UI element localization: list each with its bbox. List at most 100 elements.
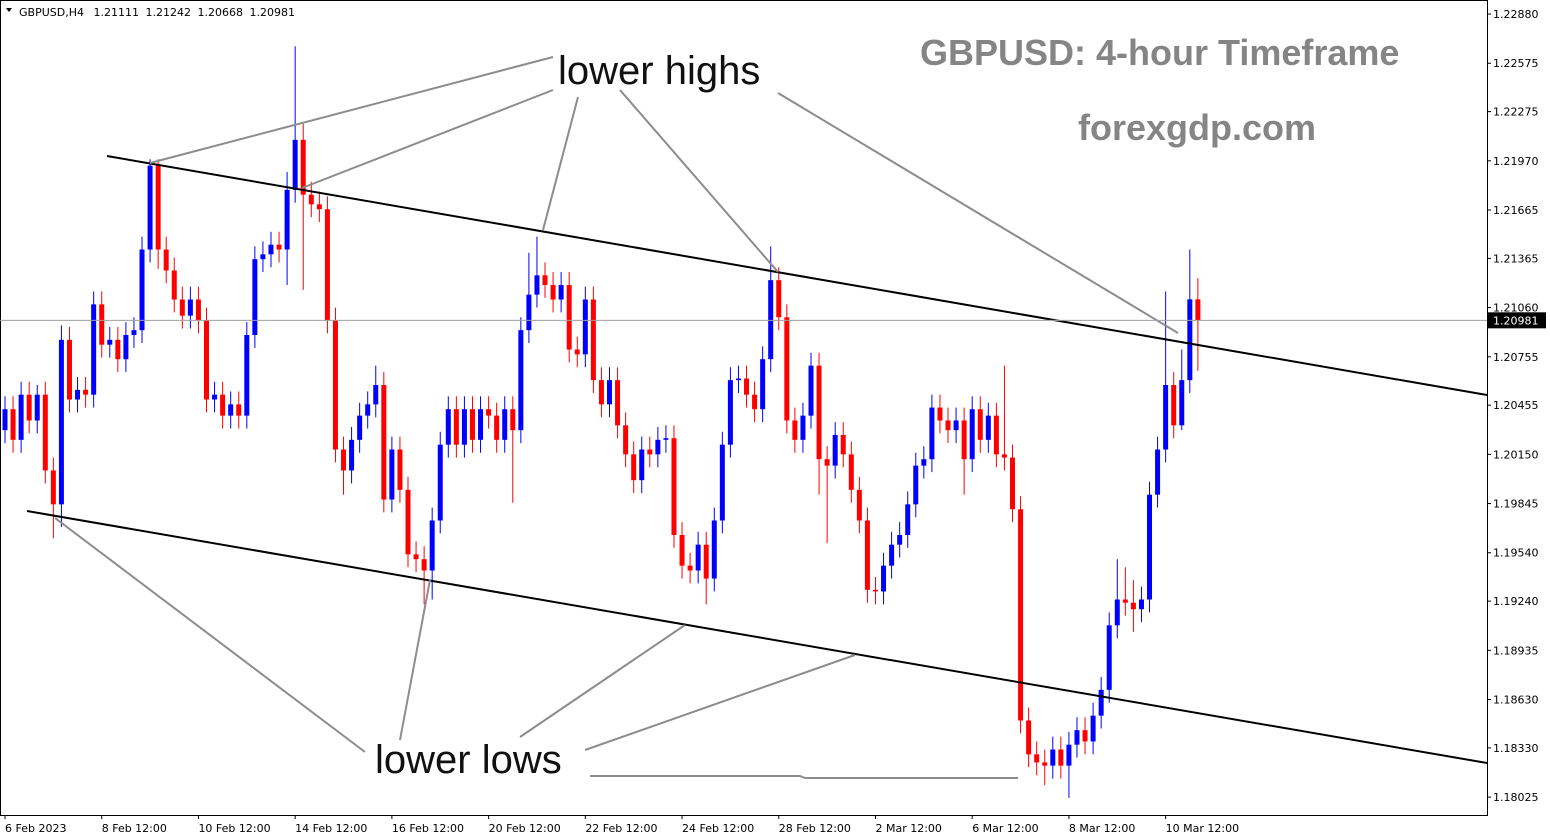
candle-body — [2, 409, 8, 431]
candle-body — [800, 415, 806, 440]
candle-body — [897, 535, 903, 545]
y-tick-label: 1.22275 — [1493, 106, 1539, 119]
candle-body — [50, 470, 56, 505]
candle-body — [212, 394, 218, 400]
candle-body — [107, 339, 113, 345]
candle-body — [695, 544, 701, 571]
ohlc-close: 1.20981 — [249, 6, 295, 19]
candle-body — [75, 389, 81, 400]
candle-body — [300, 139, 306, 195]
candle-body — [381, 385, 387, 500]
y-tick-label: 1.21365 — [1493, 252, 1539, 265]
candle-body — [655, 439, 661, 455]
candle-body — [760, 359, 766, 410]
candle-body — [816, 365, 822, 460]
candle-body — [405, 489, 411, 555]
pointer — [590, 775, 1018, 779]
symbol: GBPUSD,H4 — [19, 6, 84, 19]
y-tick-label: 1.22880 — [1493, 8, 1539, 21]
menu-arrow[interactable] — [6, 8, 12, 12]
candle-body — [1179, 380, 1185, 426]
upper-trendline — [106, 155, 1488, 396]
candle-body — [671, 438, 677, 535]
pointer — [519, 624, 686, 738]
candle-body — [856, 489, 862, 521]
candle-body — [1155, 449, 1161, 495]
candle-body — [1058, 749, 1064, 766]
x-tick-label: 20 Feb 12:00 — [489, 822, 561, 835]
candle-body — [1090, 715, 1096, 742]
candle-body — [292, 139, 298, 190]
candle-body — [647, 449, 653, 455]
candle-body — [953, 420, 959, 431]
candle-body — [1171, 385, 1177, 426]
candle-body — [131, 330, 137, 335]
candle-body — [260, 254, 266, 260]
candle-body — [526, 294, 532, 331]
candle-body — [66, 339, 72, 400]
candle-body — [881, 565, 887, 592]
candle-body — [663, 438, 669, 440]
candle-body — [1082, 730, 1088, 742]
annotation-pointers — [54, 56, 1179, 779]
candle-body — [1001, 454, 1007, 458]
pointer — [777, 92, 1179, 334]
candle-body — [735, 378, 741, 381]
candle-body — [147, 165, 153, 250]
candle-body — [913, 465, 919, 505]
candle-body — [1195, 299, 1201, 321]
y-tick-label: 1.20455 — [1493, 399, 1539, 412]
candle-body — [687, 565, 693, 571]
candle-body — [808, 365, 814, 416]
candle-body — [244, 335, 250, 416]
candle-body — [623, 425, 629, 455]
candle-body — [195, 299, 201, 321]
candle-body — [607, 380, 612, 405]
y-tick-label: 1.21060 — [1493, 302, 1539, 315]
candle-body — [921, 459, 927, 466]
y-tick-label: 1.21665 — [1493, 204, 1539, 217]
candle-body — [461, 409, 467, 445]
pointer — [149, 56, 554, 164]
x-tick-label: 2 Mar 12:00 — [875, 822, 941, 835]
candle-body — [389, 449, 395, 500]
candle-body — [397, 449, 403, 490]
candle-body — [349, 439, 355, 471]
candle-body — [615, 380, 621, 426]
y-tick-label: 1.19240 — [1493, 595, 1539, 608]
candle-body — [365, 404, 371, 416]
candle-body — [276, 244, 282, 250]
candle-body — [889, 544, 895, 566]
candle-body — [784, 317, 790, 421]
candle-body — [228, 404, 234, 416]
candle-body — [824, 459, 830, 466]
candle-body — [598, 380, 604, 405]
x-tick-label: 6 Feb 2023 — [5, 822, 66, 835]
x-tick-label: 14 Feb 12:00 — [295, 822, 367, 835]
x-tick-label: 24 Feb 12:00 — [682, 822, 754, 835]
candle-body — [308, 194, 314, 205]
ohlc-high: 1.21242 — [145, 6, 191, 19]
candle-body — [929, 407, 935, 460]
candle-body — [961, 420, 967, 460]
candle-body — [679, 535, 685, 566]
lower-trendline — [26, 510, 1488, 764]
candle-body — [977, 409, 983, 440]
candle-body — [421, 559, 427, 571]
candle-body — [42, 394, 48, 471]
candle-body — [453, 409, 459, 445]
candle-body — [1034, 754, 1040, 763]
candle-body — [429, 520, 435, 571]
y-tick-label: 1.18330 — [1493, 742, 1539, 755]
candle-body — [1147, 494, 1153, 600]
candle-body — [486, 409, 492, 416]
annotation: lower highs — [558, 49, 760, 93]
last-price-label: 1.20981 — [1493, 314, 1539, 327]
pointer — [54, 517, 366, 753]
candle-body — [590, 299, 596, 381]
pointer — [399, 579, 431, 741]
candle-body — [502, 409, 508, 440]
candle-body — [34, 394, 40, 421]
candle-body — [469, 409, 475, 440]
